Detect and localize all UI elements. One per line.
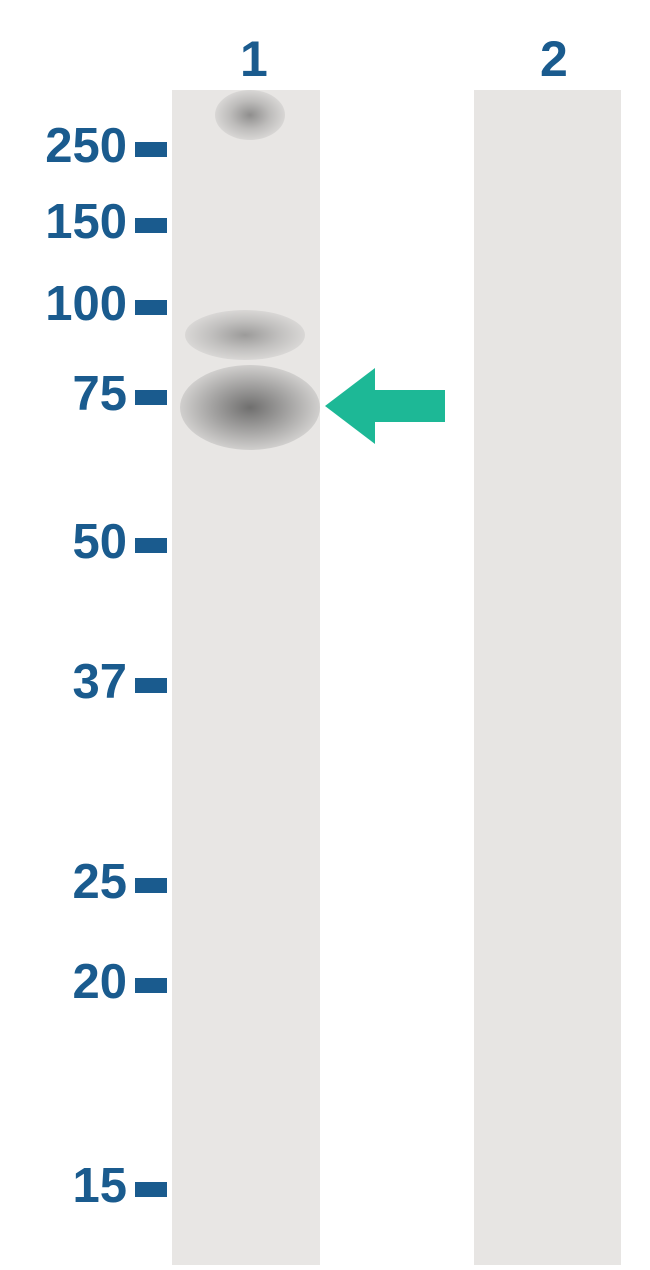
marker-tick-50 [135, 538, 167, 553]
marker-100: 100 [32, 276, 127, 332]
marker-15: 15 [60, 1158, 127, 1214]
marker-tick-100 [135, 300, 167, 315]
marker-tick-15 [135, 1182, 167, 1197]
marker-tick-150 [135, 218, 167, 233]
marker-tick-20 [135, 978, 167, 993]
marker-150: 150 [32, 194, 127, 250]
marker-20: 20 [60, 954, 127, 1010]
marker-tick-250 [135, 142, 167, 157]
arrow-tail [373, 390, 445, 422]
lane-1-header: 1 [240, 30, 268, 88]
lane-2-header: 2 [540, 30, 568, 88]
marker-75: 75 [60, 366, 127, 422]
marker-37: 37 [60, 654, 127, 710]
marker-tick-37 [135, 678, 167, 693]
band-top-smear [215, 90, 285, 140]
arrow-head-icon [325, 368, 375, 444]
marker-tick-25 [135, 878, 167, 893]
marker-250: 250 [32, 118, 127, 174]
lane-1 [172, 90, 320, 1265]
western-blot-diagram: 1 2 250 150 100 75 50 37 25 20 15 [0, 0, 650, 1270]
band-main-75kda [180, 365, 320, 450]
lane-2 [474, 90, 621, 1265]
band-diffuse-upper [185, 310, 305, 360]
target-band-arrow [325, 368, 445, 444]
marker-50: 50 [60, 514, 127, 570]
marker-tick-75 [135, 390, 167, 405]
marker-25: 25 [60, 854, 127, 910]
